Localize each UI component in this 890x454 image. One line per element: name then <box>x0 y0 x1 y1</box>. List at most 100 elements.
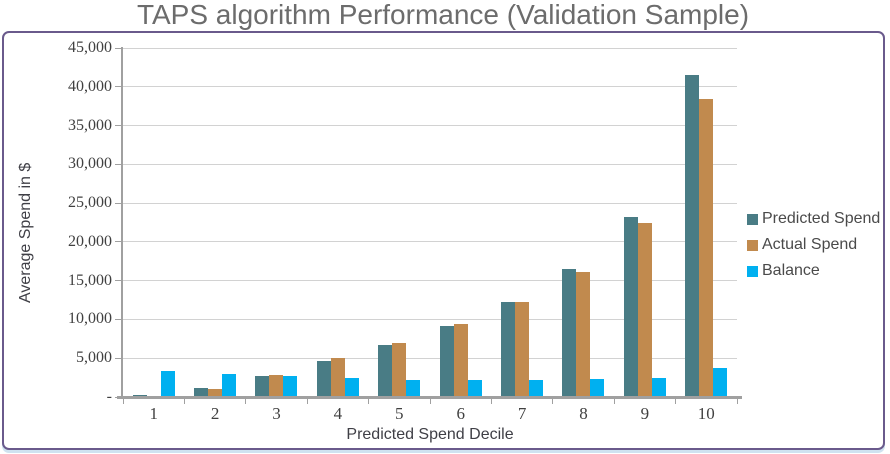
bar-balance-decile-3 <box>283 376 298 397</box>
gridline-20000 <box>123 241 737 243</box>
gridline-35000 <box>123 125 737 127</box>
x-tick-label-5: 5 <box>395 404 404 423</box>
y-tick-label-25000: 25,000 <box>68 194 112 212</box>
legend-item-balance: Balance <box>747 258 880 284</box>
x-tick-mark-8 <box>613 399 615 404</box>
x-tick-mark-5 <box>429 399 431 404</box>
legend-swatch-icon <box>747 265 758 277</box>
bar-actual-spend-decile-6 <box>453 324 468 397</box>
x-tick-label-1: 1 <box>149 404 158 423</box>
bar-actual-spend-decile-2 <box>208 389 223 397</box>
y-tick-mark-25000 <box>115 202 121 204</box>
bar-balance-decile-6 <box>467 380 482 397</box>
y-tick-mark-35000 <box>115 125 121 127</box>
bar-predicted-spend-decile-3 <box>255 376 270 397</box>
bar-group-decile-7 <box>491 302 552 397</box>
y-tick-label-5000: 5,000 <box>76 349 112 367</box>
y-tick-mark-45000 <box>115 47 121 49</box>
x-tick-label-9: 9 <box>640 404 650 423</box>
bar-balance-decile-8 <box>590 379 605 397</box>
y-tick-mark-5000 <box>115 357 121 359</box>
gridline-40000 <box>123 86 737 88</box>
x-tick-label-10: 10 <box>697 404 715 423</box>
x-tick-mark-0 <box>122 399 124 404</box>
bar-balance-decile-9 <box>651 378 666 397</box>
x-axis-title: Predicted Spend Decile <box>346 426 514 443</box>
x-tick-mark-4 <box>368 399 370 404</box>
bar-balance-decile-2 <box>222 374 237 397</box>
bar-group-decile-10 <box>676 75 737 397</box>
bar-group-decile-5 <box>369 343 430 397</box>
bar-actual-spend-decile-4 <box>330 358 345 397</box>
x-tick-mark-6 <box>490 399 492 404</box>
plot-area <box>123 47 737 397</box>
gridline-15000 <box>123 280 737 282</box>
y-axis-line <box>121 47 123 399</box>
y-tick-label-20000: 20,000 <box>68 232 112 250</box>
x-tick-mark-2 <box>245 399 247 404</box>
bar-group-decile-1 <box>123 371 184 397</box>
gridline-5000 <box>123 357 737 359</box>
x-tick-mark-9 <box>675 399 677 404</box>
bar-predicted-spend-decile-8 <box>562 269 577 397</box>
bar-predicted-spend-decile-6 <box>439 326 454 397</box>
y-tick-label-40000: 40,000 <box>68 77 112 95</box>
legend-swatch-icon <box>747 213 758 225</box>
y-tick-label-45000: 45,000 <box>68 39 112 56</box>
legend-label: Predicted Spend <box>762 210 881 227</box>
legend-label: Actual Spend <box>762 236 858 253</box>
x-axis-line <box>117 396 742 399</box>
x-tick-label-3: 3 <box>272 404 281 423</box>
bar-actual-spend-decile-9 <box>637 223 652 397</box>
x-tick-label-8: 8 <box>579 404 588 423</box>
bar-group-decile-4 <box>307 358 368 397</box>
bar-group-decile-3 <box>246 375 307 397</box>
gridline-45000 <box>123 47 737 49</box>
y-tick-mark-15000 <box>115 280 121 282</box>
bar-predicted-spend-decile-4 <box>316 361 331 397</box>
bar-balance-decile-5 <box>406 380 421 397</box>
bar-actual-spend-decile-10 <box>699 99 714 397</box>
legend-item-actual-spend: Actual Spend <box>747 232 880 258</box>
bar-predicted-spend-decile-7 <box>501 302 516 397</box>
x-tick-mark-7 <box>552 399 554 404</box>
bar-balance-decile-10 <box>713 368 728 397</box>
gridline-30000 <box>123 163 737 165</box>
x-tick-label-2: 2 <box>210 404 220 423</box>
bar-predicted-spend-decile-9 <box>623 217 638 397</box>
chart-title: TAPS algorithm Performance (Validation S… <box>136 0 750 30</box>
legend-label: Balance <box>762 262 820 279</box>
x-tick-label-6: 6 <box>456 404 465 423</box>
bar-actual-spend-decile-8 <box>576 272 591 397</box>
bar-group-decile-8 <box>553 269 614 397</box>
bar-balance-decile-7 <box>529 380 544 397</box>
y-tick-label-15000: 15,000 <box>68 271 112 289</box>
gridline-25000 <box>123 202 737 204</box>
y-tick-label-0: - <box>106 388 112 405</box>
gridline-10000 <box>123 318 737 320</box>
legend-item-predicted-spend: Predicted Spend <box>747 206 880 232</box>
y-tick-mark-20000 <box>115 241 121 243</box>
legend-swatch-icon <box>747 239 758 251</box>
legend: Predicted Spend Actual Spend Balance <box>747 206 880 284</box>
bar-predicted-spend-decile-5 <box>378 345 393 397</box>
bar-predicted-spend-decile-10 <box>685 75 700 397</box>
bar-balance-decile-1 <box>160 371 175 397</box>
bar-group-decile-2 <box>184 374 245 397</box>
y-tick-label-10000: 10,000 <box>68 310 112 328</box>
y-tick-mark-40000 <box>115 86 121 88</box>
bar-group-decile-6 <box>430 324 491 397</box>
y-tick-mark-0 <box>115 396 121 398</box>
bar-actual-spend-decile-3 <box>269 375 284 397</box>
y-tick-mark-10000 <box>115 318 121 320</box>
bar-balance-decile-4 <box>344 378 359 397</box>
bar-actual-spend-decile-7 <box>515 302 530 397</box>
bar-predicted-spend-decile-2 <box>194 388 209 397</box>
x-tick-label-4: 4 <box>333 404 343 423</box>
x-tick-label-7: 7 <box>517 404 527 423</box>
x-tick-mark-1 <box>183 399 185 404</box>
x-tick-mark-3 <box>306 399 308 404</box>
bar-group-decile-9 <box>614 217 675 397</box>
y-tick-mark-30000 <box>115 163 121 165</box>
